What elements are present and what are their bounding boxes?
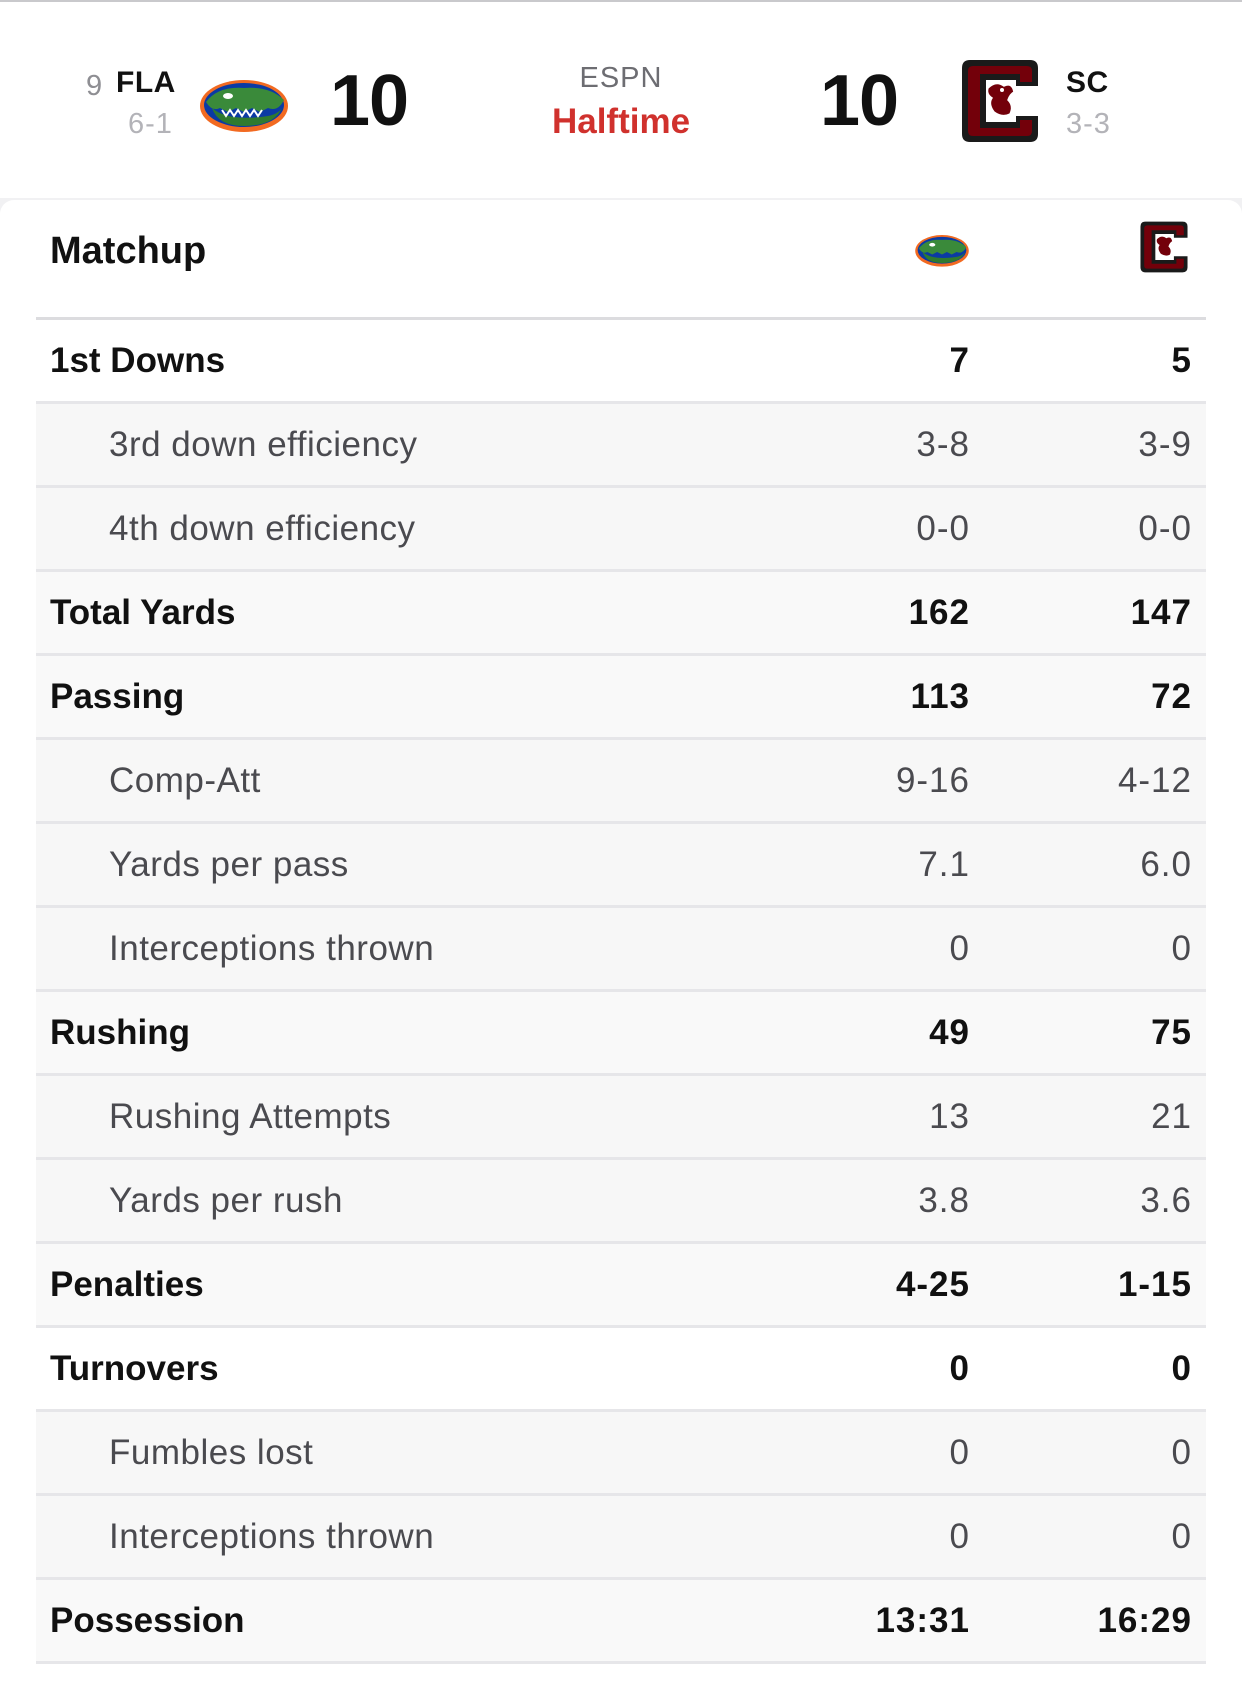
stat-label: Penalties — [50, 1265, 204, 1304]
home-stat-value: 21 — [1151, 1097, 1192, 1136]
away-team-rank: 9 — [86, 70, 103, 102]
stat-label: Comp-Att — [109, 761, 261, 800]
stat-label: Yards per pass — [109, 845, 349, 884]
gamecocks-logo-small-icon — [1140, 221, 1188, 273]
stat-label: Possession — [50, 1601, 245, 1640]
stat-row: Comp-Att 9-16 4-12 — [36, 740, 1206, 824]
gamecocks-logo-icon — [962, 60, 1038, 142]
stat-label: Rushing Attempts — [109, 1097, 392, 1136]
matchup-card: Matchup 1st Downs 7 5 3rd down efficiency 3-… — [0, 200, 1242, 1696]
stat-label: Turnovers — [50, 1349, 219, 1388]
away-stat-value: 49 — [929, 1013, 970, 1052]
stat-row: Passing 113 72 — [36, 656, 1206, 740]
away-stat-value: 162 — [908, 593, 970, 632]
away-stat-value: 13 — [929, 1097, 970, 1136]
stat-row: Total Yards 162 147 — [36, 572, 1206, 656]
stat-row: Rushing 49 75 — [36, 992, 1206, 1076]
away-stat-value: 7.1 — [918, 845, 970, 884]
home-stat-value: 0-0 — [1138, 509, 1192, 548]
away-stat-value: 7 — [949, 341, 970, 380]
away-stat-value: 3.8 — [918, 1181, 970, 1220]
game-status: Halftime — [551, 102, 691, 141]
away-team-score: 10 — [330, 61, 409, 141]
stat-label: Total Yards — [50, 593, 236, 632]
away-stat-value: 0 — [949, 929, 970, 968]
stat-row: 1st Downs 7 5 — [36, 320, 1206, 404]
away-stat-value: 0-0 — [916, 509, 970, 548]
home-stat-value: 0 — [1171, 1433, 1192, 1472]
matchup-divider — [36, 317, 1206, 320]
stat-row: 3rd down efficiency 3-8 3-9 — [36, 404, 1206, 488]
scoreboard-header[interactable]: 9 FLA 6-1 10 ESPN Halftime 10 SC 3-3 — [0, 2, 1242, 198]
home-stat-value: 1-15 — [1117, 1265, 1192, 1304]
stat-label: Fumbles lost — [109, 1433, 314, 1472]
home-stat-value: 3.6 — [1140, 1181, 1192, 1220]
home-stat-value: 3-9 — [1138, 425, 1192, 464]
away-stat-value: 3-8 — [916, 425, 970, 464]
away-stat-value: 4-25 — [895, 1265, 970, 1304]
home-stat-value: 0 — [1171, 929, 1192, 968]
home-team-record: 3-3 — [1066, 108, 1111, 140]
home-stat-value: 4-12 — [1117, 761, 1192, 800]
away-stat-value: 113 — [910, 677, 970, 716]
home-stat-value: 5 — [1171, 341, 1192, 380]
away-stat-value: 0 — [949, 1517, 970, 1556]
broadcast-network: ESPN — [579, 62, 663, 94]
stat-label: Rushing — [50, 1013, 190, 1052]
gators-logo-icon — [200, 80, 288, 132]
matchup-title: Matchup — [50, 230, 207, 272]
top-border — [0, 0, 1242, 2]
home-stat-value: 0 — [1171, 1517, 1192, 1556]
stat-label: Yards per rush — [109, 1181, 343, 1220]
stat-row: Yards per pass 7.1 6.0 — [36, 824, 1206, 908]
stat-row: Possession 13:31 16:29 — [36, 1580, 1206, 1664]
home-stat-value: 16:29 — [1097, 1601, 1192, 1640]
stat-label: Passing — [50, 677, 185, 716]
home-stat-value: 0 — [1171, 1349, 1192, 1388]
home-team-abbr: SC — [1066, 66, 1109, 99]
stat-label: 4th down efficiency — [109, 509, 416, 548]
stat-label: 1st Downs — [50, 341, 226, 380]
stats-table: 1st Downs 7 5 3rd down efficiency 3-8 3-9 4th … — [36, 320, 1206, 1664]
stat-row: Interceptions thrown 0 0 — [36, 908, 1206, 992]
home-stat-value: 147 — [1130, 593, 1192, 632]
home-stat-value: 75 — [1151, 1013, 1192, 1052]
away-stat-value: 9-16 — [895, 761, 970, 800]
stat-label: Interceptions thrown — [109, 929, 435, 968]
stat-label: Interceptions thrown — [109, 1517, 435, 1556]
stat-row: Fumbles lost 0 0 — [36, 1412, 1206, 1496]
away-stat-value: 13:31 — [875, 1601, 970, 1640]
stat-row: Turnovers 0 0 — [36, 1328, 1206, 1412]
home-stat-value: 6.0 — [1140, 845, 1192, 884]
stat-row: Penalties 4-25 1-15 — [36, 1244, 1206, 1328]
stat-row: Yards per rush 3.8 3.6 — [36, 1160, 1206, 1244]
gators-logo-small-icon — [915, 235, 969, 267]
away-stat-value: 0 — [949, 1349, 970, 1388]
stat-label: 3rd down efficiency — [109, 425, 418, 464]
home-team-score: 10 — [820, 61, 899, 141]
stat-row: 4th down efficiency 0-0 0-0 — [36, 488, 1206, 572]
away-team-record: 6-1 — [128, 108, 173, 140]
away-stat-value: 0 — [949, 1433, 970, 1472]
home-stat-value: 72 — [1151, 677, 1192, 716]
stat-row: Interceptions thrown 0 0 — [36, 1496, 1206, 1580]
stat-row: Rushing Attempts 13 21 — [36, 1076, 1206, 1160]
away-team-abbr: FLA — [116, 66, 176, 99]
